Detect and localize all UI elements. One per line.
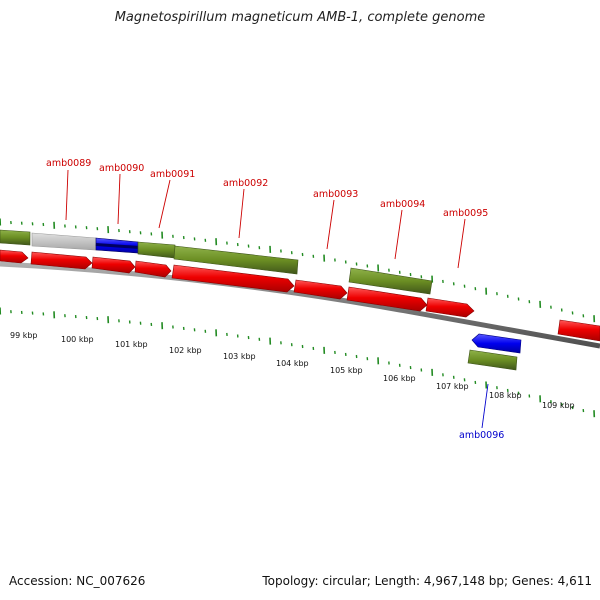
kbp-label: 103 kbp: [223, 352, 256, 361]
gene-label: amb0093: [313, 189, 358, 200]
gene-feature-amb0095-fwd[interactable]: [425, 297, 475, 318]
outer-tick-track: [0, 218, 596, 323]
kbp-label: 105 kbp: [330, 366, 363, 375]
gene-label: amb0089: [46, 158, 91, 169]
kbp-scale-labels: 99 kbp 100 kbp 101 kbp 102 kbp 103 kbp 1…: [10, 331, 575, 410]
gene-label: amb0096: [459, 430, 504, 441]
feature-track: [0, 229, 600, 371]
genome-title: Magnetospirillum magneticum AMB-1, compl…: [114, 10, 486, 25]
genome-backbone: [0, 261, 600, 349]
accession-text: Accession: NC_007626: [9, 574, 146, 588]
gene-label: amb0092: [223, 178, 268, 189]
kbp-label: 101 kbp: [115, 340, 148, 349]
kbp-label: 100 kbp: [61, 335, 94, 344]
gene-labels: amb0089 amb0090 amb0091 amb0092 amb0093 …: [46, 158, 504, 441]
kbp-label: 106 kbp: [383, 374, 416, 383]
gene-feature-amb0096[interactable]: [471, 333, 522, 354]
kbp-label: 104 kbp: [276, 359, 309, 368]
gene-feature-amb0094-fwd[interactable]: [346, 286, 428, 312]
gene-feature-amb0092-fwd[interactable]: [171, 264, 295, 293]
kbp-label: 107 kbp: [436, 382, 469, 391]
gene-feature-amb0096-green[interactable]: [467, 349, 518, 371]
gene-feature-amb0088-fwd[interactable]: [0, 249, 29, 264]
kbp-label: 102 kbp: [169, 346, 202, 355]
gene-feature-amb0092[interactable]: [173, 245, 299, 275]
gene-feature-amb0089[interactable]: [31, 232, 97, 251]
kbp-label: 99 kbp: [10, 331, 38, 340]
gene-feature-amb0091-fwd[interactable]: [134, 260, 172, 278]
gene-feature-amb0093-fwd[interactable]: [293, 279, 348, 300]
gene-label: amb0095: [443, 208, 488, 219]
kbp-label: 108 kbp: [489, 391, 522, 400]
gene-feature-amb0089-fwd[interactable]: [30, 251, 93, 270]
gene-feature-amb0090-fwd[interactable]: [91, 256, 136, 274]
gene-label: amb0094: [380, 199, 425, 210]
kbp-label: 109 kbp: [542, 401, 575, 410]
gene-feature-amb0088[interactable]: [0, 229, 31, 246]
gene-feature-amb0097-fwd[interactable]: [557, 319, 600, 342]
inner-tick-track: [0, 307, 596, 418]
gene-feature-amb0090-core: [95, 242, 138, 249]
genome-summary-text: Topology: circular; Length: 4,967,148 bp…: [262, 574, 592, 588]
gene-feature-amb0094[interactable]: [348, 267, 433, 295]
gene-label: amb0090: [99, 163, 144, 174]
gene-feature-amb0091[interactable]: [137, 241, 176, 259]
leader-lines: [65, 169, 489, 429]
gene-label: amb0091: [150, 169, 195, 180]
